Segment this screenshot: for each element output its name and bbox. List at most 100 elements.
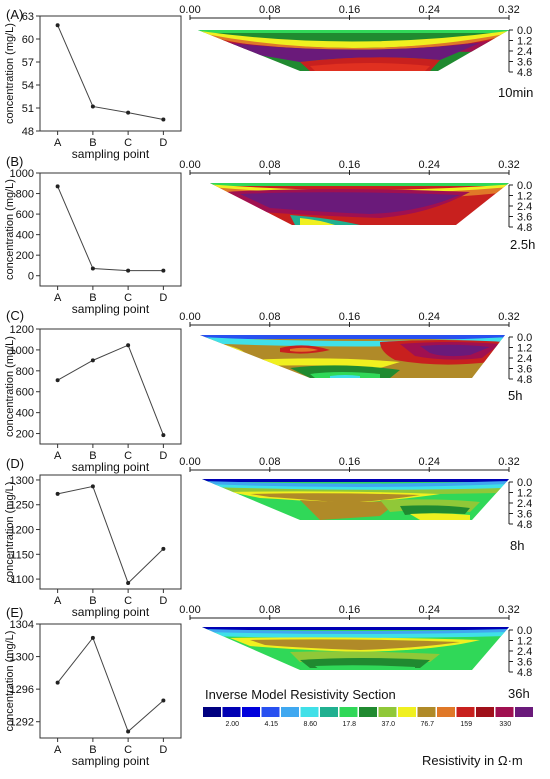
depth-tick-label: 1.2 [517, 36, 532, 48]
panel-label-a: (A) [6, 7, 23, 22]
data-point [126, 110, 131, 115]
data-point [90, 358, 95, 363]
legend-swatch [437, 707, 455, 717]
x-axis-label: sampling point [72, 460, 150, 474]
legend-value: 37.0 [381, 721, 395, 728]
data-point [126, 343, 131, 348]
resistivity-section-5h [200, 335, 505, 378]
plot-frame [39, 474, 182, 590]
depth-tick-label: 2.4 [517, 646, 532, 658]
legend-swatch [222, 707, 241, 717]
distance-tick-label: 0.16 [339, 456, 360, 468]
time-label-5h: 5h [508, 388, 522, 403]
plot-frame [39, 172, 182, 287]
legend-title: Inverse Model Resistivity Section [205, 687, 396, 702]
y-axis-label: concentration (mg/L) [4, 482, 16, 583]
data-point [126, 581, 131, 586]
legend-swatch [398, 707, 416, 717]
legend-value: 4.15 [264, 721, 278, 728]
panel-label-e: (E) [6, 605, 23, 620]
y-tick-label: 200 [16, 429, 34, 441]
distance-tick-label: 0.08 [259, 311, 280, 323]
legend-swatch [281, 707, 299, 717]
depth-tick-label: 3.6 [517, 657, 532, 669]
y-tick-label: 63 [22, 11, 34, 23]
x-tick-label: A [54, 744, 62, 756]
y-tick-label: 1250 [10, 500, 34, 512]
data-point [126, 268, 131, 273]
data-point [161, 698, 166, 703]
depth-tick-label: 0.0 [517, 477, 532, 489]
depth-tick-label: 4.8 [517, 67, 532, 79]
y-tick-label: 1200 [10, 324, 34, 336]
x-tick-label: B [89, 744, 96, 756]
data-point [161, 546, 166, 551]
distance-tick-label: 0.16 [339, 604, 360, 616]
x-tick-label: D [159, 450, 167, 462]
legend-swatch [456, 707, 475, 717]
distance-tick-label: 0.24 [419, 159, 440, 171]
x-tick-label: C [124, 595, 132, 607]
y-tick-label: 1304 [10, 619, 34, 631]
x-tick-label: A [54, 595, 62, 607]
x-tick-label: D [159, 595, 167, 607]
y-tick-label: 1292 [10, 717, 34, 729]
data-point [161, 117, 166, 122]
panel-label-d: (D) [6, 456, 24, 471]
y-tick-label: 800 [16, 189, 34, 201]
x-tick-label: B [89, 450, 96, 462]
y-tick-label: 600 [16, 387, 34, 399]
y-tick-label: 60 [22, 34, 34, 46]
distance-tick-label: 0.32 [498, 159, 519, 171]
depth-tick-label: 4.8 [517, 374, 532, 386]
data-point [126, 729, 131, 734]
series-line-10min [57, 25, 164, 120]
series-line-8h [57, 485, 164, 584]
depth-tick-label: 2.4 [517, 46, 532, 58]
y-tick-label: 1150 [10, 549, 34, 561]
legend-swatch [476, 707, 494, 717]
x-tick-label: B [89, 595, 96, 607]
depth-tick-label: 1.2 [517, 343, 532, 355]
legend-value: 76.7 [420, 721, 434, 728]
distance-tick-label: 0.16 [339, 4, 360, 16]
y-axis-label: concentration (mg/L) [4, 631, 16, 732]
legend-value: 17.8 [342, 721, 356, 728]
data-point [55, 378, 60, 383]
y-tick-label: 48 [22, 126, 34, 138]
legend-swatch [339, 707, 358, 717]
data-point [161, 268, 166, 273]
distance-tick-label: 0.16 [339, 311, 360, 323]
y-tick-label: 51 [22, 103, 34, 115]
plot-frame [39, 623, 182, 739]
section-axes-36h: 0.00 0.08 0.16 0.24 0.32 0.01.22.43.64.8 [179, 604, 532, 679]
distance-tick-label: 0.08 [259, 159, 280, 171]
panel-label-b: (B) [6, 154, 23, 169]
legend-swatch [495, 707, 514, 717]
panel-label-c: (C) [6, 308, 24, 323]
y-tick-label: 400 [16, 408, 34, 420]
plot-frame [39, 15, 182, 132]
depth-tick-label: 1.2 [517, 636, 532, 648]
depth-tick-label: 3.6 [517, 364, 532, 376]
x-axis-label: sampling point [72, 754, 150, 768]
depth-tick-label: 4.8 [517, 222, 532, 234]
distance-tick-label: 0.24 [419, 456, 440, 468]
x-tick-label: C [124, 292, 132, 304]
depth-tick-label: 2.4 [517, 498, 532, 510]
y-tick-label: 1300 [10, 652, 34, 664]
data-point [55, 184, 60, 189]
x-axis-label: sampling point [72, 147, 150, 161]
depth-tick-label: 3.6 [517, 509, 532, 521]
x-tick-label: D [159, 137, 167, 149]
legend-swatch [300, 707, 319, 717]
time-label-8h: 8h [510, 538, 524, 553]
data-point [55, 23, 60, 28]
legend-swatch [242, 707, 260, 717]
data-point [90, 266, 95, 271]
y-tick-label: 1296 [10, 684, 34, 696]
data-point [55, 491, 60, 496]
